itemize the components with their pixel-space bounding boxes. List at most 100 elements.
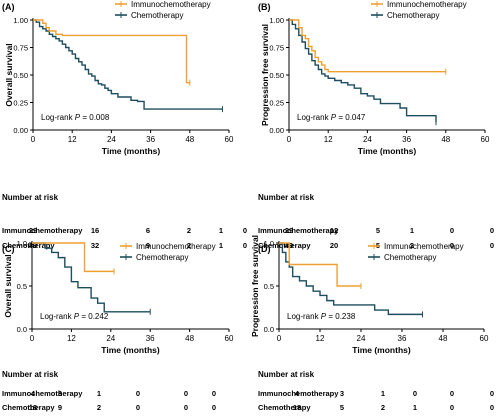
panel-b-risk-value: 0 [450, 226, 454, 235]
panel-a-risk-value: 2 [187, 241, 191, 250]
panel-d-logrank-annotation: Log-rank P = 0.238 [287, 312, 356, 321]
panel-c-risk-value: 0 [212, 403, 216, 412]
panel-b-series-chemo-curve [289, 19, 437, 123]
panel-d-y-axis-title: Progression free survival [250, 235, 260, 337]
panel-a-series-chemo-curve [33, 19, 223, 110]
panel-c-x-tick-label: 24 [106, 334, 115, 343]
panel-b-risk-row-label: Immunochemotherapy [258, 226, 339, 235]
panel-b-series-immuno-curve [289, 19, 446, 73]
panel-a-x-axis-title: Time (months) [102, 146, 161, 156]
panel-b-legend-label: Chemotherapy [387, 11, 439, 20]
panel-d-risk-value: 5 [340, 403, 344, 412]
panel-b-y-tick-label: 0.00 [269, 126, 284, 135]
panel-a-risk-title: Number at risk [2, 193, 59, 202]
panel-c-series-chemo-curve [32, 242, 151, 313]
panel-d-label: (D) [258, 244, 271, 254]
panel-a-risk-value: 2 [187, 226, 191, 235]
panel-a-x-tick-label: 12 [68, 135, 77, 144]
p-value: = 0.238 [326, 312, 356, 321]
panel-d-y-tick-label: 1.0 [264, 239, 274, 248]
panel-d-x-axis-title: Time (months) [352, 345, 411, 355]
p-value: = 0.047 [336, 113, 366, 122]
panel-a-risk-value: 29 [29, 226, 37, 235]
panel-c-risk-value: 0 [184, 389, 188, 398]
panel-b-risk-value: 29 [285, 226, 293, 235]
panel-b-y-axis-title: Progression free survival [260, 24, 270, 126]
panel-b-risk-value: 12 [330, 226, 338, 235]
panel-c-label: (C) [2, 244, 15, 254]
panel-d-legend-label: Immunochemotherapy [384, 242, 464, 251]
panel-c-risk-value: 2 [97, 403, 101, 412]
panel-d-legend-label: Chemotherapy [384, 253, 436, 262]
panel-a-risk-value: 16 [91, 226, 99, 235]
panel-c-risk-title: Number at risk [2, 370, 59, 379]
panel-a-risk-value: 1 [219, 241, 223, 250]
panel-a-y-axis-title: Overall survival [4, 43, 14, 106]
logrank-label: Log-rank [41, 113, 75, 122]
panel-b-risk-value: 20 [330, 241, 338, 250]
panel-b-logrank-annotation: Log-rank P = 0.047 [297, 113, 366, 122]
panel-c-risk-row-label: Chemotherapy [2, 403, 55, 412]
panel-d-series-immuno-curve [279, 242, 361, 287]
panel-a-label: (A) [2, 2, 15, 12]
panel-a-risk-value: 32 [91, 241, 99, 250]
panel-c-risk-row-label: Immunochemotherapy [2, 389, 83, 398]
panel-b-y-tick-label: 0.50 [269, 71, 284, 80]
panel-b-risk-value: 5 [376, 226, 380, 235]
panel-a-x-tick-label: 0 [31, 135, 36, 144]
panel-b-x-tick-label: 24 [363, 135, 372, 144]
panel-b-x-tick-label: 0 [287, 135, 292, 144]
panel-b-label: (B) [258, 2, 271, 12]
panel-c-x-tick-label: 0 [30, 334, 35, 343]
logrank-label: Log-rank [287, 312, 321, 321]
panel-a-y-tick-label: 0.75 [13, 44, 28, 53]
panel-a-legend-label: Immunochemotherapy [131, 0, 211, 9]
panel-c-series-immuno-curve [32, 242, 115, 273]
panel-a-x-tick-label: 48 [185, 135, 194, 144]
panel-d-risk-value: 0 [490, 389, 494, 398]
panel-d-x-tick-label: 0 [277, 334, 282, 343]
panel-a-risk-value: 0 [243, 226, 247, 235]
panel-c-legend-label: Immunochemotherapy [136, 242, 216, 251]
panel-b-x-tick-label: 60 [481, 135, 490, 144]
panel-d-x-tick-label: 24 [357, 334, 366, 343]
panel-a-risk-value: 9 [146, 241, 150, 250]
panel-c-risk-value: 4 [31, 389, 36, 398]
panel-b-legend-label: Immunochemotherapy [387, 0, 467, 9]
panel-c-x-axis-title: Time (months) [101, 345, 160, 355]
panel-b-risk-row-label: Chemotherapy [258, 241, 311, 250]
panel-d-x-tick-label: 60 [480, 334, 489, 343]
panel-b-risk-value: 1 [410, 226, 414, 235]
panel-b-risk-value: 0 [450, 241, 454, 250]
panel-b-y-tick-label: 0.25 [269, 99, 284, 108]
panel-a-risk-row-label: Immunochemotherapy [2, 226, 83, 235]
panel-b-y-tick-label: 0.75 [269, 44, 284, 53]
panel-a-y-tick-label: 0.50 [13, 71, 28, 80]
panel-b-risk-value: 2 [410, 241, 414, 250]
panel-c-risk-value: 18 [29, 403, 37, 412]
panel-a-risk-value: 6 [146, 226, 150, 235]
panel-c-risk-value: 0 [136, 389, 140, 398]
panel-b-risk-value: 0 [490, 241, 494, 250]
panel-b-risk-title: Number at risk [258, 193, 315, 202]
panel-c-y-tick-label: 0.0 [17, 325, 27, 334]
panel-c-y-tick-label: 0.5 [17, 282, 27, 291]
panel-d-x-tick-label: 36 [398, 334, 407, 343]
panel-c-y-tick-label: 1.0 [17, 239, 27, 248]
panel-d-risk-value: 0 [490, 403, 494, 412]
panel-a-x-tick-label: 36 [146, 135, 155, 144]
panel-d-y-tick-label: 0.5 [264, 282, 274, 291]
panel-b-x-tick-label: 12 [324, 135, 333, 144]
panel-b-x-tick-label: 48 [441, 135, 450, 144]
panel-a-legend-label: Chemotherapy [131, 11, 183, 20]
panel-c-risk-value: 0 [184, 403, 188, 412]
panel-d-risk-value: 0 [413, 389, 417, 398]
panel-d-risk-value: 4 [295, 389, 300, 398]
panel-c-x-tick-label: 36 [146, 334, 155, 343]
panel-c-x-tick-label: 12 [67, 334, 76, 343]
panel-a-risk-row-label: Chemotherapy [2, 241, 55, 250]
panel-a-x-tick-label: 60 [225, 135, 234, 144]
p-value: = 0.242 [79, 312, 109, 321]
panel-a-risk-value: 0 [243, 241, 247, 250]
